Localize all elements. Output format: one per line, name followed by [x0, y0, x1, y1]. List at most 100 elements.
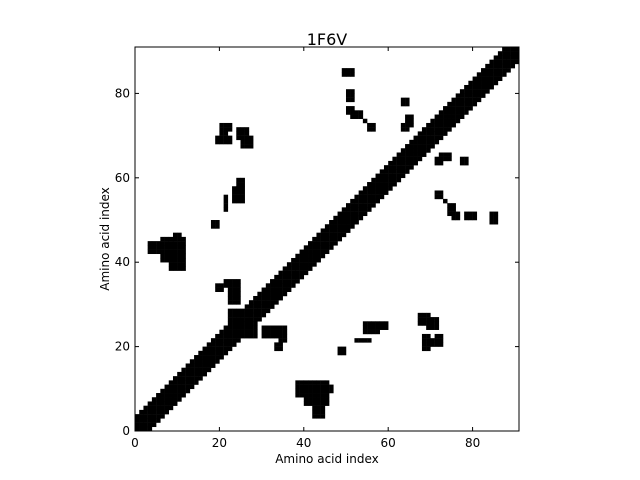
contact-cell — [286, 262, 292, 267]
contact-cell — [244, 321, 250, 326]
contact-cell — [151, 241, 157, 246]
contact-cell — [421, 317, 427, 322]
contact-cell — [409, 160, 414, 166]
contact-cell — [400, 160, 406, 166]
contact-cell — [274, 300, 279, 305]
contact-cell — [219, 131, 224, 136]
contact-cell — [303, 257, 309, 263]
contact-cell — [223, 325, 229, 330]
contact-cell — [329, 232, 334, 238]
contact-cell — [337, 220, 343, 225]
contact-cell — [172, 266, 178, 271]
contact-cell — [295, 380, 300, 385]
contact-cell — [392, 160, 397, 166]
contact-cell — [329, 384, 334, 390]
contact-cell — [198, 376, 203, 381]
contact-cell — [219, 350, 224, 356]
contact-cell — [502, 51, 507, 56]
contact-cell — [244, 131, 250, 136]
contact-cell — [236, 283, 241, 288]
contact-cell — [434, 127, 440, 132]
contact-cell — [371, 198, 376, 204]
contact-cell — [236, 135, 241, 141]
contact-cell — [236, 333, 241, 339]
contact-cell — [177, 236, 182, 242]
contact-cell — [265, 325, 271, 330]
contact-cell — [345, 68, 351, 73]
contact-cell — [354, 220, 359, 225]
contact-cell — [337, 215, 343, 221]
contact-cell — [278, 283, 283, 288]
contact-cell — [164, 409, 170, 415]
contact-cell — [447, 207, 452, 212]
contact-cell — [375, 177, 380, 183]
contact-cell — [464, 160, 469, 166]
contact-cell — [358, 194, 364, 200]
contact-cell — [240, 135, 245, 141]
contact-cell — [316, 241, 321, 246]
contact-cell — [502, 59, 507, 65]
contact-cell — [248, 333, 254, 339]
contact-cell — [350, 110, 355, 115]
contact-cell — [430, 338, 435, 343]
contact-cell — [164, 257, 170, 263]
contact-cell — [320, 384, 326, 390]
contact-cell — [430, 139, 435, 145]
contact-cell — [459, 97, 465, 103]
contact-cell — [181, 257, 186, 263]
contact-cell — [265, 291, 271, 297]
contact-cell — [341, 228, 347, 233]
contact-cell — [497, 68, 503, 73]
contact-cell — [345, 215, 351, 221]
contact-cell — [481, 84, 486, 90]
contact-cell — [413, 148, 418, 153]
contact-cell — [223, 207, 229, 212]
contact-cell — [434, 160, 440, 166]
contact-cell — [447, 110, 452, 115]
contact-cell — [215, 359, 220, 364]
contact-cell — [324, 380, 330, 385]
contact-cell — [409, 156, 414, 162]
contact-cell — [312, 262, 317, 267]
contact-cell — [476, 76, 482, 82]
contact-cell — [405, 152, 410, 157]
contact-cell — [215, 224, 220, 229]
contact-cell — [405, 114, 410, 119]
contact-cell — [151, 245, 157, 250]
contact-cell — [337, 224, 343, 229]
contact-cell — [324, 241, 330, 246]
contact-cell — [405, 127, 410, 132]
contact-cell — [400, 97, 406, 103]
contact-cell — [274, 287, 279, 292]
contact-cell — [312, 241, 317, 246]
contact-cell — [345, 211, 351, 217]
contact-cell — [459, 114, 465, 119]
contact-cell — [337, 236, 343, 242]
contact-cell — [278, 346, 283, 352]
contact-cell — [371, 122, 376, 128]
contact-cell — [312, 397, 317, 402]
contact-cell — [506, 63, 511, 69]
contact-cell — [227, 300, 233, 305]
contact-cell — [143, 414, 148, 419]
contact-cell — [278, 295, 283, 301]
contact-cell — [485, 76, 490, 82]
contact-cell — [320, 393, 326, 398]
contact-cell — [354, 110, 359, 115]
contact-cell — [497, 59, 503, 65]
contact-cell — [493, 220, 499, 225]
contact-cell — [164, 384, 170, 390]
contact-cell — [286, 279, 292, 284]
x-axis-ticks: 0 20 40 60 80 — [131, 47, 480, 450]
contact-cell — [143, 422, 148, 428]
contact-cell — [350, 207, 355, 212]
contact-cell — [421, 144, 427, 149]
contact-cell — [434, 122, 440, 128]
contact-cell — [236, 317, 241, 322]
contact-cell — [426, 312, 431, 318]
contact-cell — [270, 291, 275, 297]
contact-cell — [485, 80, 490, 86]
contact-cell — [253, 304, 258, 309]
contact-cell — [168, 401, 174, 406]
contact-cell — [274, 291, 279, 297]
